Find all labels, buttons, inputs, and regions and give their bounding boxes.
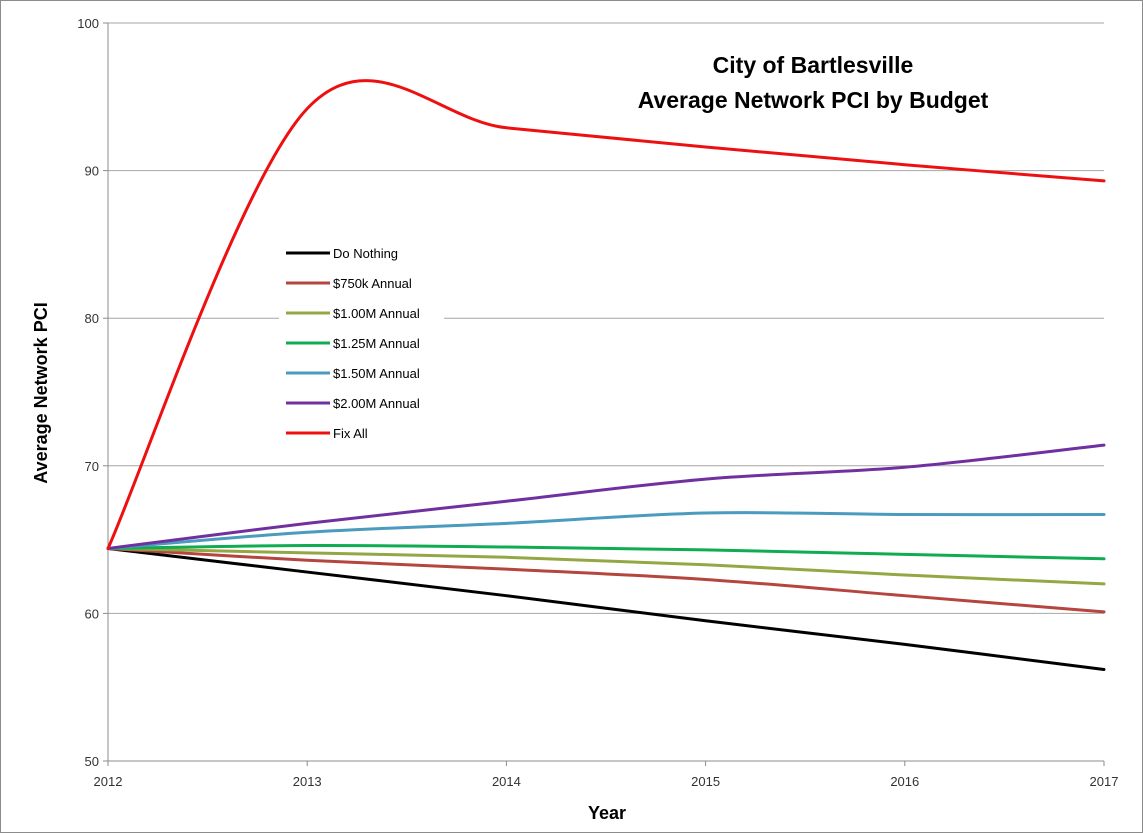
x-tick-label: 2015: [691, 774, 720, 789]
axes: 50 60 70 80 90 100 2012 2013 2014 2015 2016 2017: [77, 16, 1118, 789]
y-tick-label: 90: [85, 164, 99, 179]
chart-title: City of Bartlesville: [713, 52, 914, 78]
y-tick-label: 50: [85, 754, 99, 769]
legend-label: $1.00M Annual: [333, 306, 420, 321]
x-tick-label: 2013: [293, 774, 322, 789]
y-tick-label: 80: [85, 311, 99, 326]
legend-label: $1.25M Annual: [333, 336, 420, 351]
series-line-750k-annual: [106, 546, 1106, 614]
series-line-1-50m-annual: [106, 511, 1106, 550]
legend-label: Fix All: [333, 426, 368, 441]
series-line-1-00m-annual: [106, 546, 1106, 586]
y-tick-label: 100: [77, 16, 99, 31]
series-line-do-nothing: [106, 546, 1106, 671]
x-tick-label: 2012: [94, 774, 123, 789]
series-line-fix-all: [106, 79, 1106, 550]
chart-subtitle: Average Network PCI by Budget: [638, 87, 989, 113]
series-lines: [106, 79, 1106, 671]
y-tick-label: 60: [85, 606, 99, 621]
gridlines: [108, 22, 1104, 614]
series-line-1-25m-annual: [106, 543, 1106, 561]
legend-label: Do Nothing: [333, 246, 398, 261]
x-axis-title: Year: [588, 803, 626, 823]
x-tick-label: 2014: [492, 774, 521, 789]
legend: Do Nothing $750k Annual $1.00M Annual $1.25…: [279, 237, 444, 449]
series-line-2-00m-annual: [106, 443, 1106, 550]
x-tick-label: 2017: [1090, 774, 1119, 789]
y-tick-label: 70: [85, 459, 99, 474]
legend-label: $750k Annual: [333, 276, 412, 291]
y-axis-title: Average Network PCI: [31, 302, 51, 483]
legend-label: $2.00M Annual: [333, 396, 420, 411]
x-tick-label: 2016: [890, 774, 919, 789]
legend-label: $1.50M Annual: [333, 366, 420, 381]
